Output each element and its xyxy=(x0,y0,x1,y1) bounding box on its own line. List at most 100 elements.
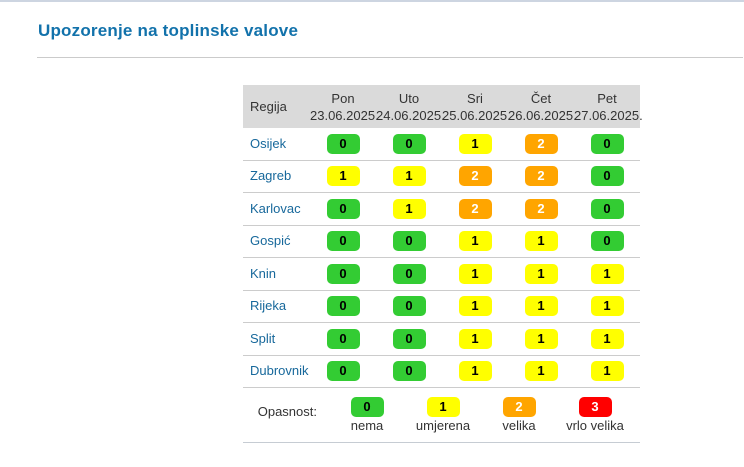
badge-cell: 0 xyxy=(310,328,376,349)
region-link[interactable]: Osijek xyxy=(250,135,287,151)
region-link[interactable]: Rijeka xyxy=(250,298,287,314)
warning-level-badge: 0 xyxy=(350,397,384,417)
badge-cell: 0 xyxy=(310,231,376,252)
table-row: Knin 0 0 1 1 1 xyxy=(243,258,640,291)
warning-level-badge: 1 xyxy=(458,296,492,317)
table-row: Karlovac 0 1 2 2 0 xyxy=(243,193,640,226)
warning-level-badge: 2 xyxy=(524,166,558,187)
badge-cell: 0 xyxy=(574,198,640,219)
warning-level-badge: 1 xyxy=(392,198,426,219)
warning-level-badge: 1 xyxy=(524,263,558,284)
badge-cell: 1 xyxy=(508,328,574,349)
table-row: Gospić 0 0 1 1 0 xyxy=(243,226,640,258)
badge-cell: 0 xyxy=(376,361,442,382)
warning-level-badge: 0 xyxy=(392,328,426,349)
badge-cell: 1 xyxy=(574,328,640,349)
badge-cell: 2 xyxy=(508,198,574,219)
badge-cell: 1 xyxy=(442,328,508,349)
badge-cell: 1 xyxy=(442,231,508,252)
region-cell: Knin xyxy=(243,265,310,283)
badge-cell: 1 xyxy=(508,361,574,382)
badge-cell: 1 xyxy=(376,166,442,187)
badge-cell: 2 xyxy=(508,166,574,187)
column-header-region: Regija xyxy=(250,99,287,114)
warning-level-badge: 0 xyxy=(590,166,624,187)
warning-level-badge: 1 xyxy=(458,328,492,349)
column-header-day: Pon 23.06.2025. xyxy=(310,85,379,128)
warning-level-badge: 1 xyxy=(590,296,624,317)
badge-cell: 1 xyxy=(442,263,508,284)
warning-level-badge: 0 xyxy=(326,231,360,252)
badge-cell: 1 xyxy=(574,263,640,284)
warning-level-badge: 2 xyxy=(524,198,558,219)
warning-level-badge: 0 xyxy=(326,198,360,219)
badge-cell: 1 xyxy=(508,296,574,317)
legend-item: 2 velika xyxy=(481,397,557,434)
badge-cell: 1 xyxy=(508,231,574,252)
badge-cell: 1 xyxy=(310,166,376,187)
region-link[interactable]: Dubrovnik xyxy=(250,363,309,379)
badge-cell: 0 xyxy=(376,328,442,349)
page-title: Upozorenje na toplinske valove xyxy=(38,21,299,40)
region-link[interactable]: Gospić xyxy=(250,233,291,249)
warning-level-badge: 1 xyxy=(458,231,492,252)
warning-level-badge: 0 xyxy=(392,231,426,252)
warning-level-badge: 1 xyxy=(590,328,624,349)
badge-cell: 1 xyxy=(442,133,508,154)
badge-cell: 0 xyxy=(376,133,442,154)
warning-level-badge: 1 xyxy=(458,361,492,382)
badge-cell: 1 xyxy=(574,361,640,382)
badge-cell: 0 xyxy=(574,231,640,252)
day-date: 24.06.2025. xyxy=(376,107,445,123)
warning-level-badge: 0 xyxy=(590,133,624,154)
region-link[interactable]: Split xyxy=(250,330,276,346)
warning-level-badge: 1 xyxy=(426,397,460,417)
table-row: Rijeka 0 0 1 1 1 xyxy=(243,291,640,323)
bottom-divider xyxy=(243,442,640,443)
region-link[interactable]: Knin xyxy=(250,265,277,281)
legend-item: 0 nema xyxy=(329,397,405,434)
warning-level-badge: 1 xyxy=(590,361,624,382)
table-row: Zagreb 1 1 2 2 0 xyxy=(243,161,640,193)
legend-item: 3 vrlo velika xyxy=(557,397,633,434)
legend-items: 0 nema 1 umjerena 2 velika 3 vrlo velika xyxy=(329,397,633,434)
region-cell: Dubrovnik xyxy=(243,362,310,380)
day-date: 27.06.2025. xyxy=(574,107,643,123)
warning-level-badge: 0 xyxy=(326,263,360,284)
badge-cell: 0 xyxy=(310,296,376,317)
column-header-day: Pet 27.06.2025. xyxy=(574,85,643,128)
warning-level-badge: 0 xyxy=(326,296,360,317)
warning-level-badge: 0 xyxy=(590,198,624,219)
region-cell: Rijeka xyxy=(243,297,310,315)
badge-cell: 0 xyxy=(574,166,640,187)
warning-level-badge: 1 xyxy=(458,263,492,284)
day-date: 23.06.2025. xyxy=(310,107,379,123)
warning-level-badge: 0 xyxy=(326,361,360,382)
region-cell: Zagreb xyxy=(243,167,310,185)
warning-level-badge: 1 xyxy=(458,133,492,154)
warning-level-badge: 1 xyxy=(326,166,360,187)
title-divider xyxy=(37,57,743,58)
warning-level-badge: 0 xyxy=(590,231,624,252)
warning-level-badge: 2 xyxy=(502,397,536,417)
region-cell: Osijek xyxy=(243,135,310,153)
region-link[interactable]: Zagreb xyxy=(250,168,292,184)
warning-level-badge: 0 xyxy=(326,328,360,349)
badge-cell: 0 xyxy=(376,231,442,252)
warning-level-badge: 2 xyxy=(458,198,492,219)
table-body: Osijek 0 0 1 2 0 Zagreb 1 1 2 2 0 Karlovac 0 1 2 2 0 Gospi… xyxy=(243,128,640,388)
warning-level-badge: 0 xyxy=(326,133,360,154)
legend-label: Opasnost: xyxy=(257,404,317,419)
day-name: Pon xyxy=(331,90,355,106)
danger-legend: Opasnost: 0 nema 1 umjerena 2 velika 3 vrlo vel… xyxy=(243,389,640,442)
badge-cell: 0 xyxy=(376,263,442,284)
heat-warning-table: Regija Pon 23.06.2025. Uto 24.06.2025. Sri 25… xyxy=(243,85,643,388)
badge-cell: 0 xyxy=(574,133,640,154)
warning-level-badge: 1 xyxy=(590,263,624,284)
legend-item-label: vrlo velika xyxy=(566,418,624,433)
region-link[interactable]: Karlovac xyxy=(250,200,301,216)
legend-item-label: nema xyxy=(350,418,384,433)
badge-cell: 1 xyxy=(376,198,442,219)
region-cell: Split xyxy=(243,330,310,348)
table-header-row: Regija Pon 23.06.2025. Uto 24.06.2025. Sri 25… xyxy=(243,85,643,128)
